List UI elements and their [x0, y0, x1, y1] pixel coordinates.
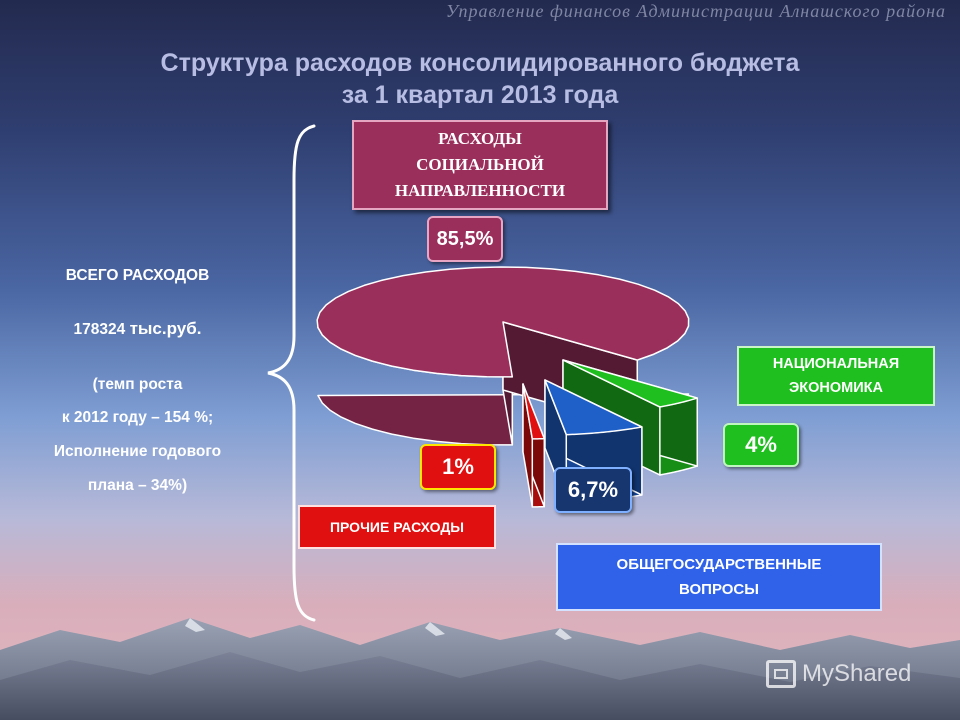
myshared-logo-icon [766, 660, 796, 688]
department-header: Управление финансов Администрации Алнашс… [445, 1, 946, 21]
economy-percent-badge: 4% [723, 423, 799, 467]
social-label-line2: СОЦИАЛЬНОЙ [416, 155, 544, 174]
other-expenses-label-box: ПРОЧИЕ РАСХОДЫ [298, 505, 496, 549]
mountains-background [0, 618, 960, 720]
growth-line-1: (темп роста [92, 376, 183, 393]
social-label-line3: НАПРАВЛЕННОСТИ [394, 181, 566, 200]
growth-line-3: Исполнение годового [53, 443, 222, 460]
social-label-line1: РАСХОДЫ [438, 129, 522, 148]
pie-slice-3 [522, 383, 546, 508]
watermark-text: MyShared [802, 660, 912, 687]
total-value-line: 178324 тыс.руб. [0, 319, 275, 339]
growth-line-4: плана – 34%) [87, 477, 188, 494]
social-percent-badge: 85,5% [427, 216, 503, 262]
total-value: 178324 [73, 321, 126, 338]
gov-percent-badge: 6,7% [554, 467, 632, 513]
growth-line-2: к 2012 году – 154 %; [61, 409, 214, 426]
curly-brace [267, 124, 316, 622]
economy-label-line1: НАЦИОНАЛЬНАЯ [772, 356, 900, 372]
total-label: ВСЕГО РАСХОДОВ [65, 267, 210, 284]
other-percent-badge: 1% [420, 444, 496, 490]
chart-title-line1: Структура расходов консолидированного бю… [160, 49, 800, 77]
gov-issues-label-box: ОБЩЕГОСУДАРСТВЕННЫЕ ВОПРОСЫ [556, 543, 882, 611]
chart-title-line2: за 1 квартал 2013 года [341, 81, 619, 109]
economy-label-line2: ЭКОНОМИКА [788, 380, 883, 396]
total-unit: тыс.руб. [129, 319, 202, 338]
social-expenses-label-box: РАСХОДЫ СОЦИАЛЬНОЙ НАПРАВЛЕННОСТИ [352, 120, 608, 210]
gov-label-line1: ОБЩЕГОСУДАРСТВЕННЫЕ [616, 556, 822, 573]
watermark: MyShared [766, 654, 911, 694]
gov-label-line2: ВОПРОСЫ [679, 581, 759, 598]
economy-label-box: НАЦИОНАЛЬНАЯ ЭКОНОМИКА [737, 346, 935, 406]
